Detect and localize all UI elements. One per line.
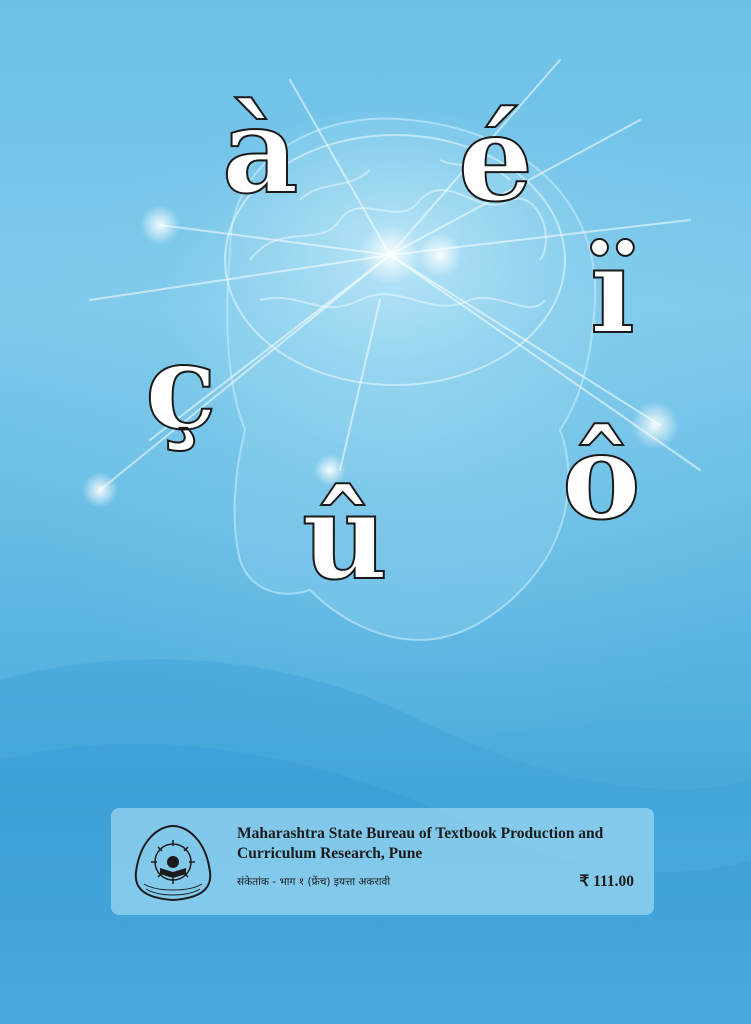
- letter-c-cedilla: ç: [144, 317, 218, 456]
- letter-e-acute: é: [457, 89, 534, 228]
- publisher-logo: [134, 824, 212, 902]
- publisher-panel: Maharashtra State Bureau of Textbook Pro…: [111, 808, 654, 915]
- letter-a-grave: à: [221, 81, 299, 220]
- letter-i-diaeresis: ï: [589, 221, 636, 360]
- book-code-subtitle: संकेतांक - भाग १ (फ्रेंच) इयत्ता अकरावी: [237, 876, 391, 888]
- publisher-name: Maharashtra State Bureau of Textbook Pro…: [237, 825, 604, 862]
- letter-u-circumflex: û: [301, 467, 389, 606]
- book-price: ₹ 111.00: [579, 873, 634, 890]
- letter-o-circumflex: ô: [561, 407, 642, 546]
